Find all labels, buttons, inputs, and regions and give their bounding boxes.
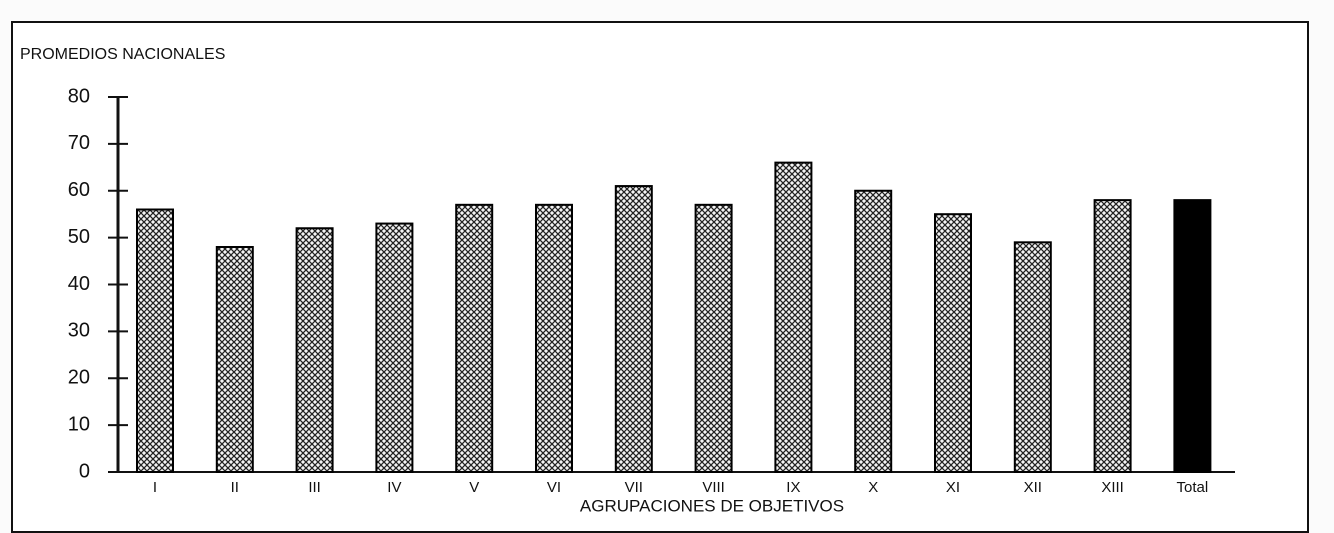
x-tick-label: I: [153, 479, 157, 496]
bar: [854, 189, 893, 473]
y-tick-label: 40: [68, 273, 90, 295]
bar: [694, 203, 733, 473]
x-tick-label: XII: [1024, 479, 1042, 496]
y-tick-label: 50: [68, 226, 90, 248]
bar: [1173, 199, 1212, 473]
x-tick-label: XI: [946, 479, 960, 496]
bar: [774, 161, 813, 473]
x-tick-label: II: [231, 479, 239, 496]
bar: [934, 213, 972, 473]
bar: [455, 203, 494, 473]
y-tick-label: 10: [68, 413, 90, 435]
bar: [375, 222, 414, 473]
x-tick-label: IV: [387, 479, 401, 496]
x-tick-label: Total: [1177, 479, 1209, 496]
x-tick-label: V: [469, 479, 479, 496]
bar: [614, 185, 653, 473]
bar: [295, 227, 334, 473]
bar: [1093, 199, 1132, 473]
x-axis-label: AGRUPACIONES DE OBJETIVOS: [580, 496, 844, 515]
x-tick-label: IX: [786, 479, 800, 496]
x-tick-label: VI: [547, 479, 561, 496]
bar: [1013, 241, 1052, 473]
chart-title: PROMEDIOS NACIONALES: [20, 46, 225, 63]
y-tick-label: 0: [79, 460, 90, 482]
y-tick-label: 80: [68, 85, 90, 107]
bar: [535, 203, 573, 473]
x-tick-label: VIII: [702, 479, 725, 496]
bar: [136, 208, 174, 473]
bar: [215, 246, 254, 473]
x-tick-label: VII: [625, 479, 643, 496]
y-tick-label: 30: [68, 320, 90, 342]
y-tick-label: 60: [68, 179, 90, 201]
y-tick-label: 20: [68, 367, 90, 389]
x-tick-label: III: [308, 479, 321, 496]
x-tick-label: X: [868, 479, 878, 496]
y-tick-label: 70: [68, 132, 90, 154]
x-tick-label: XIII: [1101, 479, 1124, 496]
